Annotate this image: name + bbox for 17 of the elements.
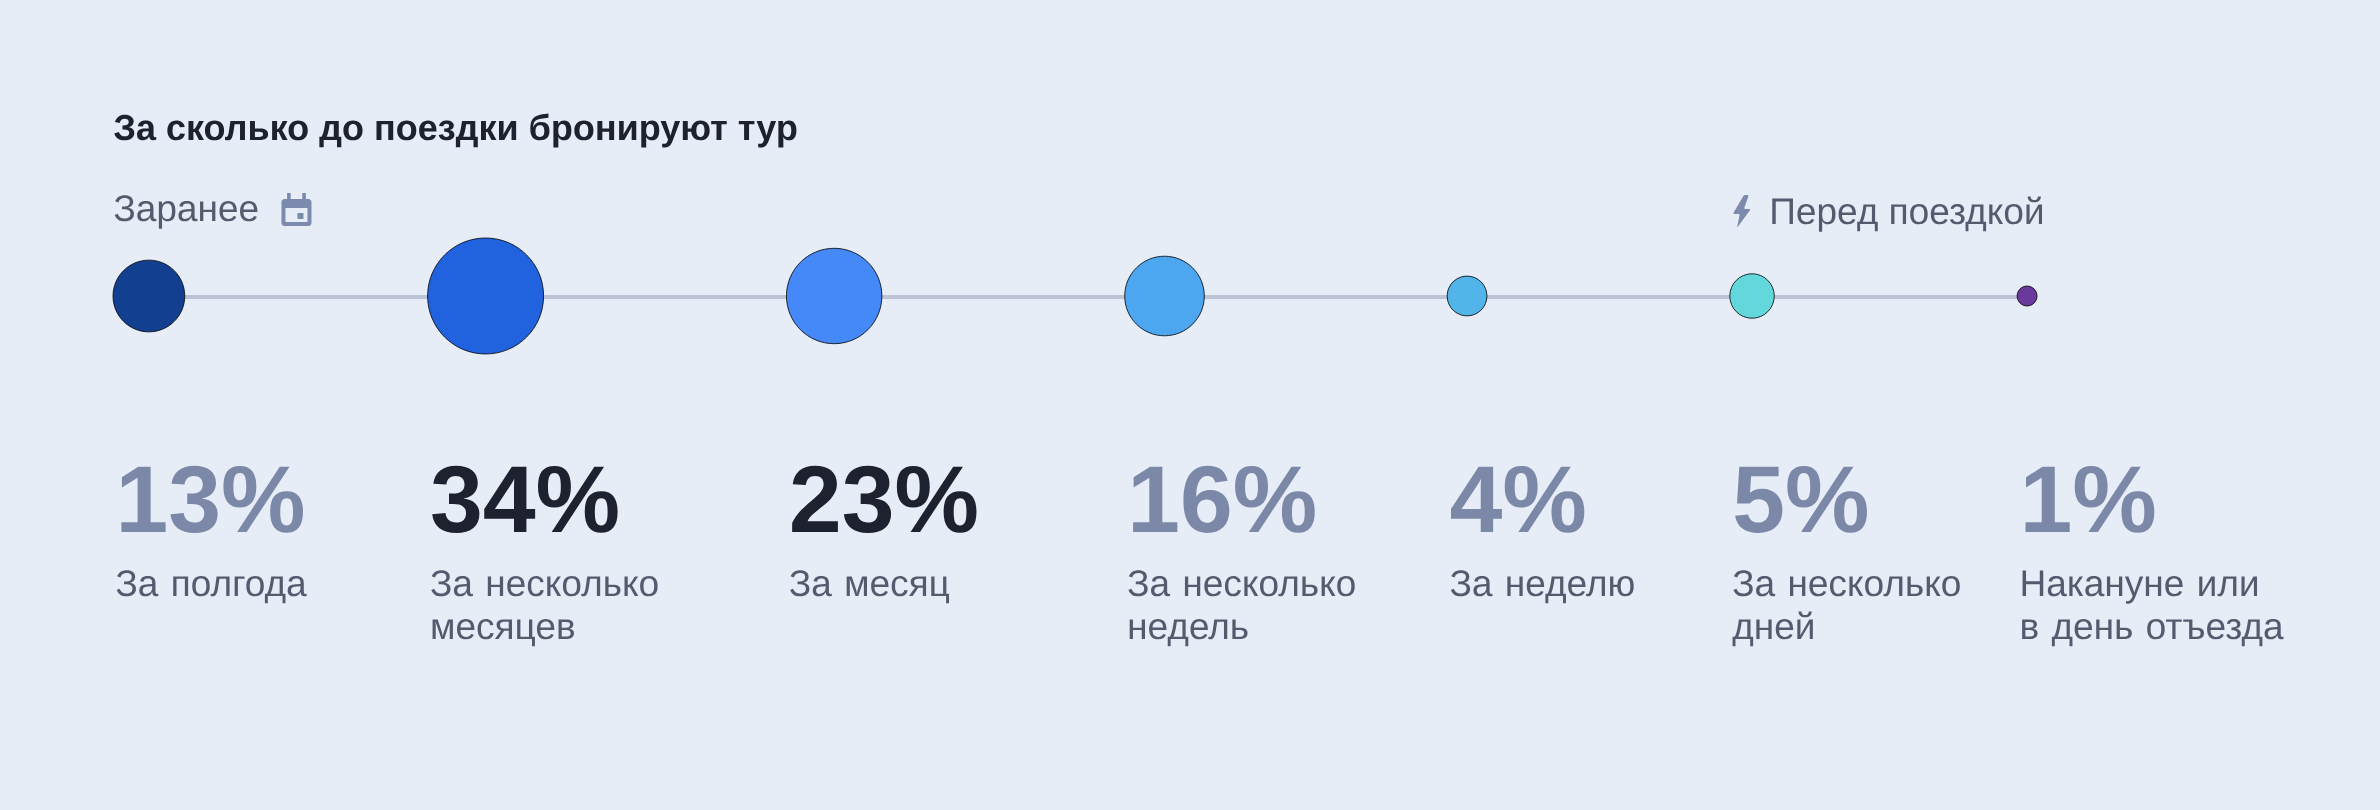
category-label: Накануне или в день отъезда [2022,570,2284,647]
text: Перед поездкой [1772,196,2042,232]
text: За сколько до поездки бронируют тур [114,113,797,148]
data-label: 13% [121,465,304,534]
category-label: За несколько дней [1732,570,1960,647]
category-label: За полгода [116,570,307,604]
category-label: За несколько недель [1128,570,1355,647]
data-label: 4% [1451,465,1585,533]
category-label: За неделю [1450,570,1634,604]
data-label: 34% [432,465,618,534]
data-label: 16% [1133,465,1315,533]
text: Заранее [114,195,258,229]
data-label: 1% [2025,465,2155,533]
data-label: 23% [792,465,977,534]
data-label: 5% [1735,465,1867,533]
category-label: За месяц [790,570,950,604]
category-label: За несколько месяцев [431,570,658,647]
